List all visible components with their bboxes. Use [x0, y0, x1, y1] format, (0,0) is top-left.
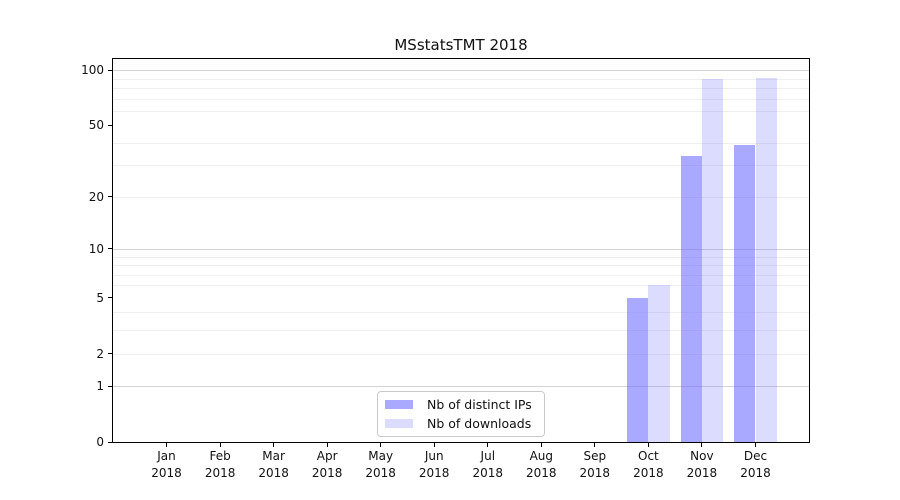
y-axis-tick-label: 1: [96, 379, 104, 394]
x-axis-tick-label: Nov 2018: [670, 448, 734, 481]
gridline-major: [113, 70, 809, 72]
y-tick-mark: [108, 196, 112, 198]
y-tick-mark: [108, 124, 112, 126]
x-axis-tick-year: 2018: [418, 465, 450, 480]
x-axis-tick-label: Oct 2018: [616, 448, 680, 481]
y-axis-tick-label: 50: [88, 118, 104, 133]
y-tick-mark: [108, 441, 112, 443]
gridline-minor: [113, 98, 809, 100]
x-axis-tick-label: Feb 2018: [188, 448, 252, 481]
y-axis-tick-label: 100: [81, 63, 104, 78]
legend-label: Nb of downloads: [427, 416, 532, 431]
y-axis-tick-label: 5: [96, 290, 104, 305]
y-axis-tick-label: 10: [88, 241, 104, 256]
gridline-minor: [113, 353, 809, 355]
x-axis-tick-label: Sep 2018: [563, 448, 627, 481]
x-axis-tick-year: 2018: [365, 465, 396, 480]
x-axis-tick-label: Jun 2018: [402, 448, 466, 481]
plot-area: [112, 58, 810, 443]
x-axis-tick-label: Dec 2018: [724, 448, 788, 481]
x-axis-tick-label: May 2018: [349, 448, 413, 481]
x-axis-tick-label: Aug 2018: [509, 448, 573, 481]
y-tick-mark: [108, 353, 112, 354]
gridline-minor: [113, 87, 809, 89]
gridline-minor: [113, 110, 809, 112]
bar-downloads: [701, 79, 724, 442]
gridline-minor: [113, 196, 809, 198]
x-axis-tick-year: 2018: [740, 465, 771, 480]
x-axis-tick-year: 2018: [204, 465, 236, 480]
x-axis-tick-year: 2018: [686, 465, 718, 480]
chart-title: MSstatsTMT 2018: [394, 36, 528, 54]
y-tick-mark: [108, 385, 112, 387]
bar-distinct-ips: [734, 144, 756, 442]
bar-distinct-ips: [680, 155, 702, 442]
legend-swatch: [385, 419, 413, 428]
y-axis-tick-label: 20: [88, 189, 104, 204]
x-axis-tick-label: Mar 2018: [242, 448, 306, 481]
legend: Nb of distinct IPs Nb of downloads: [377, 391, 545, 437]
x-axis-tick-year: 2018: [526, 465, 557, 480]
x-axis-tick-year: 2018: [311, 465, 343, 480]
legend-item-distinct-ips: Nb of distinct IPs: [385, 397, 544, 412]
gridline-minor: [113, 274, 809, 276]
x-tick-mark: [273, 443, 275, 447]
x-tick-mark: [701, 443, 703, 447]
x-tick-mark: [594, 443, 596, 447]
legend-swatch: [385, 400, 413, 409]
x-axis-tick-label: Jul 2018: [456, 448, 520, 481]
x-axis-tick-year: 2018: [633, 465, 664, 480]
y-axis-tick-label: 0: [96, 435, 104, 449]
bar-downloads: [755, 77, 777, 442]
x-tick-mark: [487, 443, 489, 447]
x-axis-tick-year: 2018: [579, 465, 611, 480]
gridline-minor: [113, 312, 809, 314]
y-tick-mark: [108, 69, 112, 71]
gridline-minor: [113, 142, 809, 144]
x-axis-tick-label: Apr 2018: [295, 448, 359, 481]
gridline-major: [113, 386, 809, 388]
x-tick-mark: [380, 443, 382, 447]
legend-label: Nb of distinct IPs: [427, 397, 532, 412]
legend-item-downloads: Nb of downloads: [385, 416, 544, 431]
y-axis-tick-label: 2: [96, 346, 104, 361]
x-tick-mark: [166, 443, 167, 447]
x-tick-mark: [326, 443, 328, 447]
x-axis-tick-label: Jan 2018: [135, 448, 199, 481]
bar-distinct-ips: [627, 297, 649, 442]
x-axis-tick-year: 2018: [472, 465, 504, 480]
x-tick-mark: [755, 443, 756, 447]
x-tick-mark: [433, 443, 435, 447]
gridline-minor: [113, 285, 809, 287]
x-axis-tick-year: 2018: [258, 465, 289, 480]
gridline-minor: [113, 330, 809, 332]
gridline-minor: [113, 165, 809, 167]
gridline-major: [113, 248, 809, 250]
gridline-minor: [113, 265, 809, 266]
x-tick-mark: [647, 443, 649, 447]
y-tick-mark: [108, 297, 112, 299]
x-tick-mark: [540, 443, 542, 447]
x-tick-mark: [219, 443, 221, 447]
gridline-minor: [113, 256, 809, 258]
gridline-minor: [113, 78, 809, 80]
bar-downloads: [648, 285, 670, 442]
x-axis-tick-year: 2018: [151, 465, 182, 480]
y-tick-mark: [108, 248, 112, 250]
